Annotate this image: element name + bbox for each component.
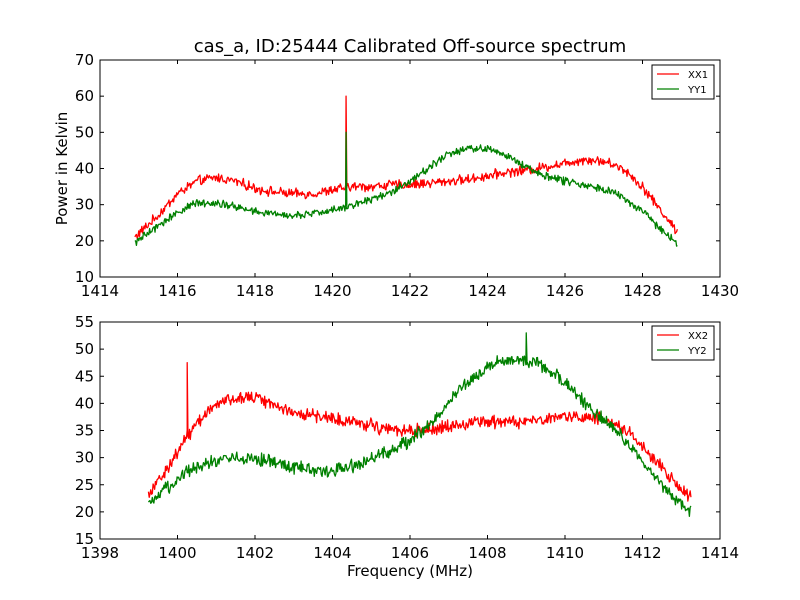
x-tick-label: 1406 (391, 544, 429, 562)
series-line-yy2 (147, 332, 692, 517)
y-tick-label: 55 (75, 313, 94, 331)
y-tick-label: 60 (75, 87, 94, 105)
y-tick-label: 45 (75, 367, 94, 385)
chart-title: cas_a, ID:25444 Calibrated Off-source sp… (194, 36, 626, 57)
y-tick-label: 20 (75, 232, 94, 250)
x-tick-label: 1420 (313, 282, 351, 300)
series-line-yy1 (134, 131, 678, 247)
y-tick-label: 40 (75, 160, 94, 178)
y-tick-label: 35 (75, 422, 94, 440)
bottom-panel: 1398 1400 1402 1404 1406 1408 1410 1412 1414 15 20… (75, 313, 739, 580)
x-tick-label: 1398 (81, 544, 119, 562)
legend-label-xx2: XX2 (688, 331, 708, 342)
legend-label-yy2: YY2 (687, 346, 707, 357)
y-tick-label: 30 (75, 449, 94, 467)
y-tick-label: 40 (75, 394, 94, 412)
x-tick-label: 1402 (236, 544, 274, 562)
x-tick-label: 1428 (623, 282, 661, 300)
x-tick-label: 1426 (546, 282, 584, 300)
y-tick-label: 30 (75, 196, 94, 214)
x-tick-label: 1412 (623, 544, 661, 562)
x-tick-label: 1416 (158, 282, 196, 300)
y-tick-label: 20 (75, 503, 94, 521)
y-tick-label: 15 (75, 530, 94, 548)
x-tick-label: 1424 (468, 282, 506, 300)
x-tick-label: 1414 (701, 544, 739, 562)
x-tick-label: 1418 (236, 282, 274, 300)
x-tick-label: 1404 (313, 544, 351, 562)
y-tick-label: 50 (75, 340, 94, 358)
x-tick-label: 1400 (158, 544, 196, 562)
x-tick-label: 1414 (81, 282, 119, 300)
legend-box (651, 64, 715, 100)
x-tick-label: 1410 (546, 544, 584, 562)
legend-box (651, 325, 715, 361)
x-tick-label: 1408 (468, 544, 506, 562)
y-tick-label: 70 (75, 51, 94, 69)
y-tick-label: 50 (75, 123, 94, 141)
x-tick-label: 1430 (701, 282, 739, 300)
y-tick-label: 10 (75, 268, 94, 286)
x-tick-label: 1422 (391, 282, 429, 300)
legend-label-xx1: XX1 (688, 70, 708, 81)
y-tick-label: 25 (75, 476, 94, 494)
y-axis-label: Power in Kelvin (53, 112, 71, 226)
top-panel: 1414 1416 1418 1420 1422 1424 1426 1428 1430 10 20… (53, 51, 739, 300)
legend-label-yy1: YY1 (687, 85, 707, 96)
x-axis-label: Frequency (MHz) (347, 562, 473, 580)
